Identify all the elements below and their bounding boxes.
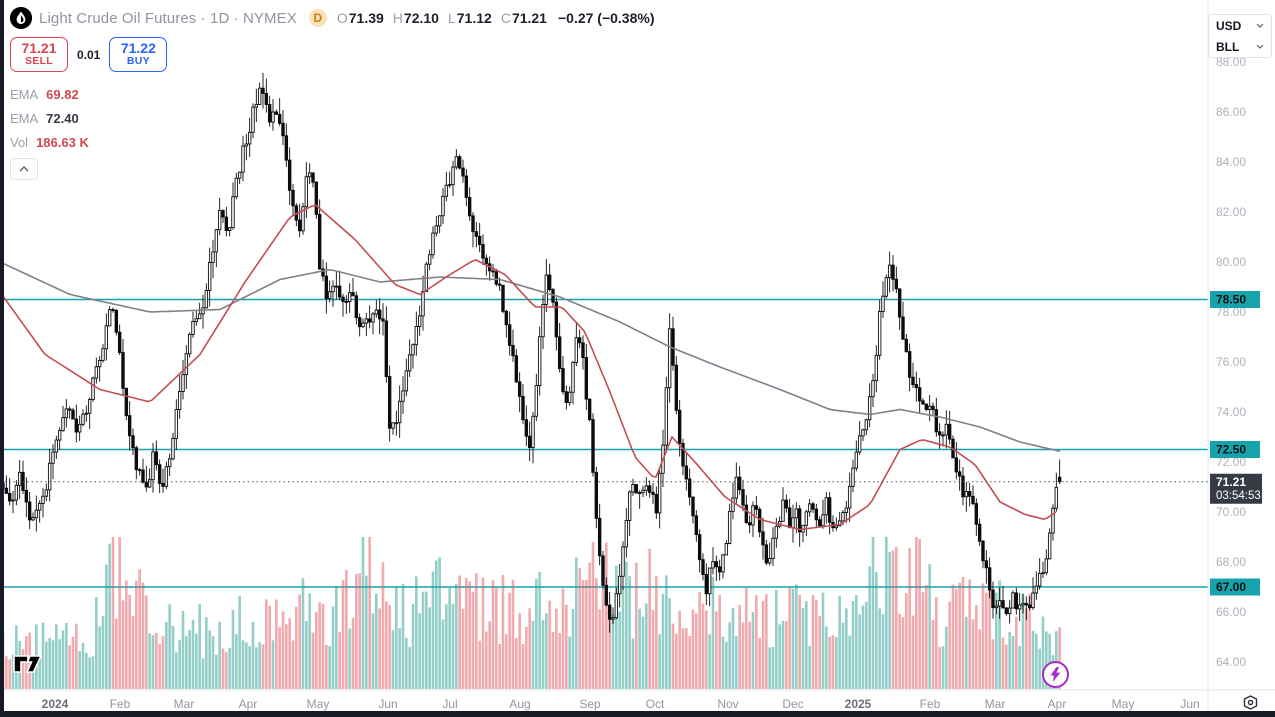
svg-text:Jul: Jul	[442, 697, 457, 711]
last-price-label	[1210, 473, 1262, 504]
chevron-down-icon	[1256, 44, 1264, 49]
svg-text:Dec: Dec	[782, 697, 803, 711]
svg-text:74.00: 74.00	[1216, 405, 1246, 419]
lightning-bolt-icon	[1050, 667, 1061, 682]
svg-text:68.00: 68.00	[1216, 555, 1246, 569]
svg-text:Oct: Oct	[646, 697, 665, 711]
svg-text:2024: 2024	[42, 697, 69, 711]
oil-drop-logo-icon	[10, 7, 32, 29]
svg-text:2025: 2025	[845, 697, 872, 711]
axis-unit-option-bll[interactable]: BLL	[1209, 36, 1271, 57]
ema-fast-line[interactable]	[0, 204, 1057, 531]
svg-text:Jun: Jun	[1180, 697, 1199, 711]
svg-text:May: May	[307, 697, 330, 711]
collapse-legend-button[interactable]	[10, 158, 38, 180]
ohlc-readout: O71.39 H72.10 L71.12 C71.21 −0.27 (−0.38%)	[337, 10, 655, 26]
svg-text:Feb: Feb	[110, 697, 131, 711]
chart-header: Light Crude Oil Futures · 1D · NYMEX D O…	[10, 6, 655, 180]
axis-unit-option-usd[interactable]: USD	[1209, 15, 1271, 36]
hexagon-gear-icon	[1243, 695, 1258, 710]
sell-price: 71.21	[21, 40, 57, 57]
svg-text:Feb: Feb	[920, 697, 941, 711]
horizontal-level-lines[interactable]	[0, 298, 1208, 588]
ohlc-item: L71.12	[447, 10, 492, 26]
svg-text:76.00: 76.00	[1216, 355, 1246, 369]
svg-text:67.00: 67.00	[1216, 580, 1246, 594]
svg-text:82.00: 82.00	[1216, 205, 1246, 219]
svg-text:71.21: 71.21	[1216, 475, 1246, 489]
buy-label: BUY	[126, 55, 150, 68]
ohlc-item: O71.39	[336, 10, 384, 26]
sell-label: SELL	[24, 55, 54, 68]
axis-settings-button[interactable]	[1242, 694, 1259, 716]
svg-text:84.00: 84.00	[1216, 155, 1246, 169]
ema-slow-line[interactable]	[0, 261, 1061, 453]
svg-text:Jun: Jun	[378, 697, 397, 711]
ohlc-item: H72.10	[392, 10, 439, 26]
svg-text:72.50: 72.50	[1216, 443, 1246, 457]
svg-text:78.00: 78.00	[1216, 305, 1246, 319]
svg-text:Aug: Aug	[509, 697, 530, 711]
trade-buttons-row: 71.21 SELL 0.01 71.22 BUY	[10, 37, 655, 72]
svg-text:Apr: Apr	[1048, 697, 1067, 711]
symbol-title[interactable]: Light Crude Oil Futures · 1D · NYMEX	[39, 9, 297, 27]
chevron-up-icon	[19, 166, 29, 172]
svg-text:70.00: 70.00	[1216, 505, 1246, 519]
sell-button[interactable]: 71.21 SELL	[10, 37, 68, 72]
buy-button[interactable]: 71.22 BUY	[109, 37, 168, 72]
svg-text:72.00: 72.00	[1216, 455, 1246, 469]
legend-row: EMA 72.40	[10, 110, 79, 126]
svg-text:88.00: 88.00	[1216, 55, 1246, 69]
svg-text:80.00: 80.00	[1216, 255, 1246, 269]
svg-text:86.00: 86.00	[1216, 105, 1246, 119]
spread-value: 0.01	[77, 47, 101, 62]
left-edge-strip	[0, 0, 4, 717]
svg-text:66.00: 66.00	[1216, 605, 1246, 619]
ohlc-item: C71.21	[500, 10, 547, 26]
volume-bars	[1, 537, 1061, 689]
svg-text:Nov: Nov	[717, 697, 738, 711]
bar-countdown: 03:54:53	[1216, 490, 1261, 502]
bottom-edge-strip	[0, 711, 1275, 717]
svg-text:Sep: Sep	[579, 697, 601, 711]
delayed-data-badge[interactable]: D	[308, 9, 327, 27]
chevron-down-icon	[1256, 23, 1264, 28]
price-axis[interactable]: 88.00 86.00 84.00 82.00 80.00 78.00 76.00 74.00…	[1210, 55, 1262, 669]
legend-row: Vol 186.63 K	[10, 134, 89, 150]
legend-row: EMA 69.82	[10, 86, 79, 102]
buy-price: 71.22	[120, 40, 156, 57]
symbol-title-row: Light Crude Oil Futures · 1D · NYMEX D O…	[10, 6, 655, 30]
svg-text:78.50: 78.50	[1216, 293, 1246, 307]
svg-text:Mar: Mar	[985, 697, 1006, 711]
change-readout: −0.27 (−0.38%)	[557, 10, 655, 26]
svg-text:64.00: 64.00	[1216, 655, 1246, 669]
svg-text:May: May	[1112, 697, 1135, 711]
svg-text:Mar: Mar	[174, 697, 195, 711]
svg-text:Apr: Apr	[239, 697, 258, 711]
indicator-legend: EMA 69.82 EMA 72.40 Vol 186.63 K	[10, 82, 655, 154]
instant-trading-badge[interactable]	[1042, 661, 1069, 688]
axis-unit-selector: USD BLL	[1208, 14, 1272, 58]
tradingview-logo[interactable]	[12, 654, 44, 679]
candlesticks	[1, 72, 1062, 633]
time-axis[interactable]: 2024 Feb Mar Apr May Jun Jul Aug Sep Oct Nov Dec 202…	[42, 697, 1200, 711]
